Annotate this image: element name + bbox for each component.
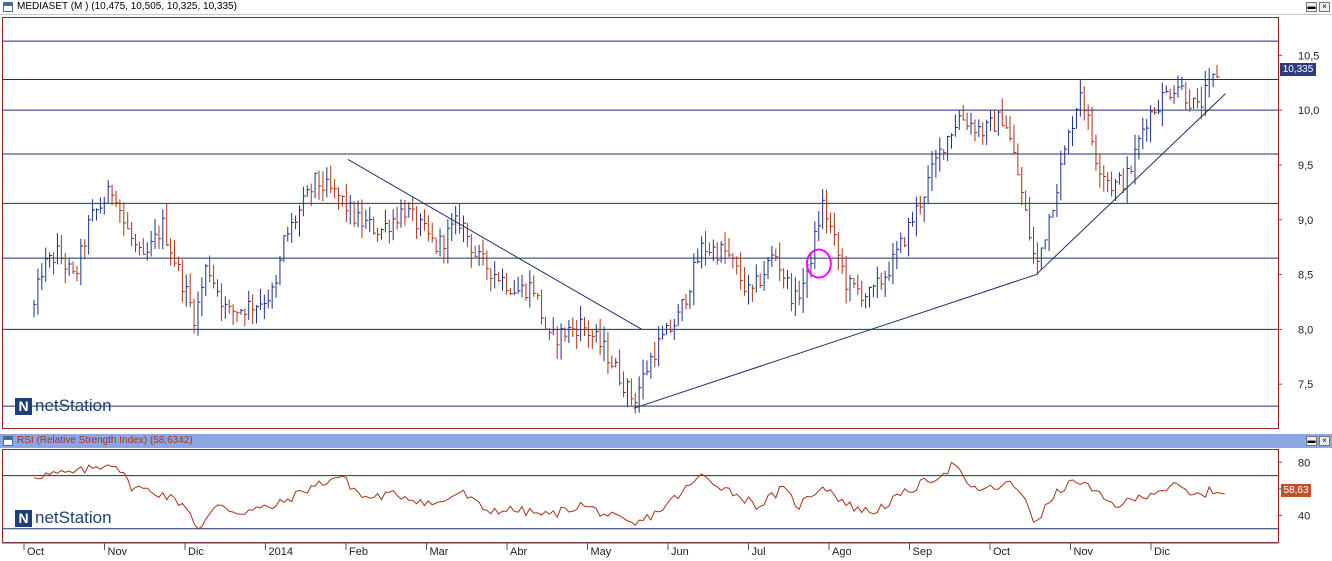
x-tick-label: Nov [1074,546,1094,558]
x-tick-label: Feb [349,546,368,558]
price-pane-title: MEDIASET (M ) (10,475, 10,505, 10,325, 1… [17,1,237,12]
rsi-y-tick-label: 40 [1298,510,1310,522]
x-tick-label: Jul [752,546,766,558]
x-tick-label: 2014 [269,546,293,558]
x-tick-label: Sep [913,546,933,558]
trendline [347,159,643,330]
price-y-tick-label: 9,5 [1298,160,1313,172]
price-y-tick-label: 10,0 [1298,105,1319,117]
price-y-tick-label: 8,0 [1298,324,1313,336]
rsi-pane-title-bar: RSI (Relative Strength Index) (58,6342) … [0,434,1332,448]
last-rsi-label: 58,63 [1281,484,1311,497]
price-y-tick-label: 10,5 [1298,50,1319,62]
rsi-series-line [33,461,1225,530]
close-button[interactable]: × [1319,2,1330,12]
x-tick-label: Abr [510,546,527,558]
brand-logo: N netStation [15,508,112,528]
price-pane-title-bar: MEDIASET (M ) (10,475, 10,505, 10,325, 1… [0,0,1332,15]
minimize-button[interactable]: ▬ [1306,436,1317,446]
x-tick-label: Ago [832,546,852,558]
x-tick-label: Oct [27,546,44,558]
x-tick-label: Jun [671,546,689,558]
brand-name: netStation [35,508,112,527]
brand-logo: N netStation [15,396,112,416]
close-button[interactable]: × [1319,436,1330,446]
minimize-button[interactable]: ▬ [1306,2,1317,12]
netstation-logo-icon: N [15,509,32,527]
price-y-tick-label: 7,5 [1298,379,1313,391]
x-tick-label: Mar [430,546,449,558]
brand-name: netStation [35,396,112,415]
netstation-logo-icon: N [15,397,32,415]
annotation-circle [805,248,832,279]
window-icon [3,2,13,12]
rsi-pane-title: RSI (Relative Strength Index) (58,6342) [17,435,193,446]
x-tick-label: May [591,546,612,558]
trendline [1035,93,1226,275]
last-price-label: 10,335 [1280,63,1316,76]
price-plot-frame [2,17,1279,429]
x-tick-label: Dic [1154,546,1170,558]
price-y-tick-label: 9,0 [1298,215,1313,227]
x-tick-label: Oct [993,546,1010,558]
x-tick-label: Dic [188,546,204,558]
trendline [633,274,1037,409]
price-y-tick-label: 8,5 [1298,270,1313,282]
x-tick-label: Nov [108,546,128,558]
rsi-y-tick-label: 80 [1298,457,1310,469]
window-icon [3,436,13,446]
